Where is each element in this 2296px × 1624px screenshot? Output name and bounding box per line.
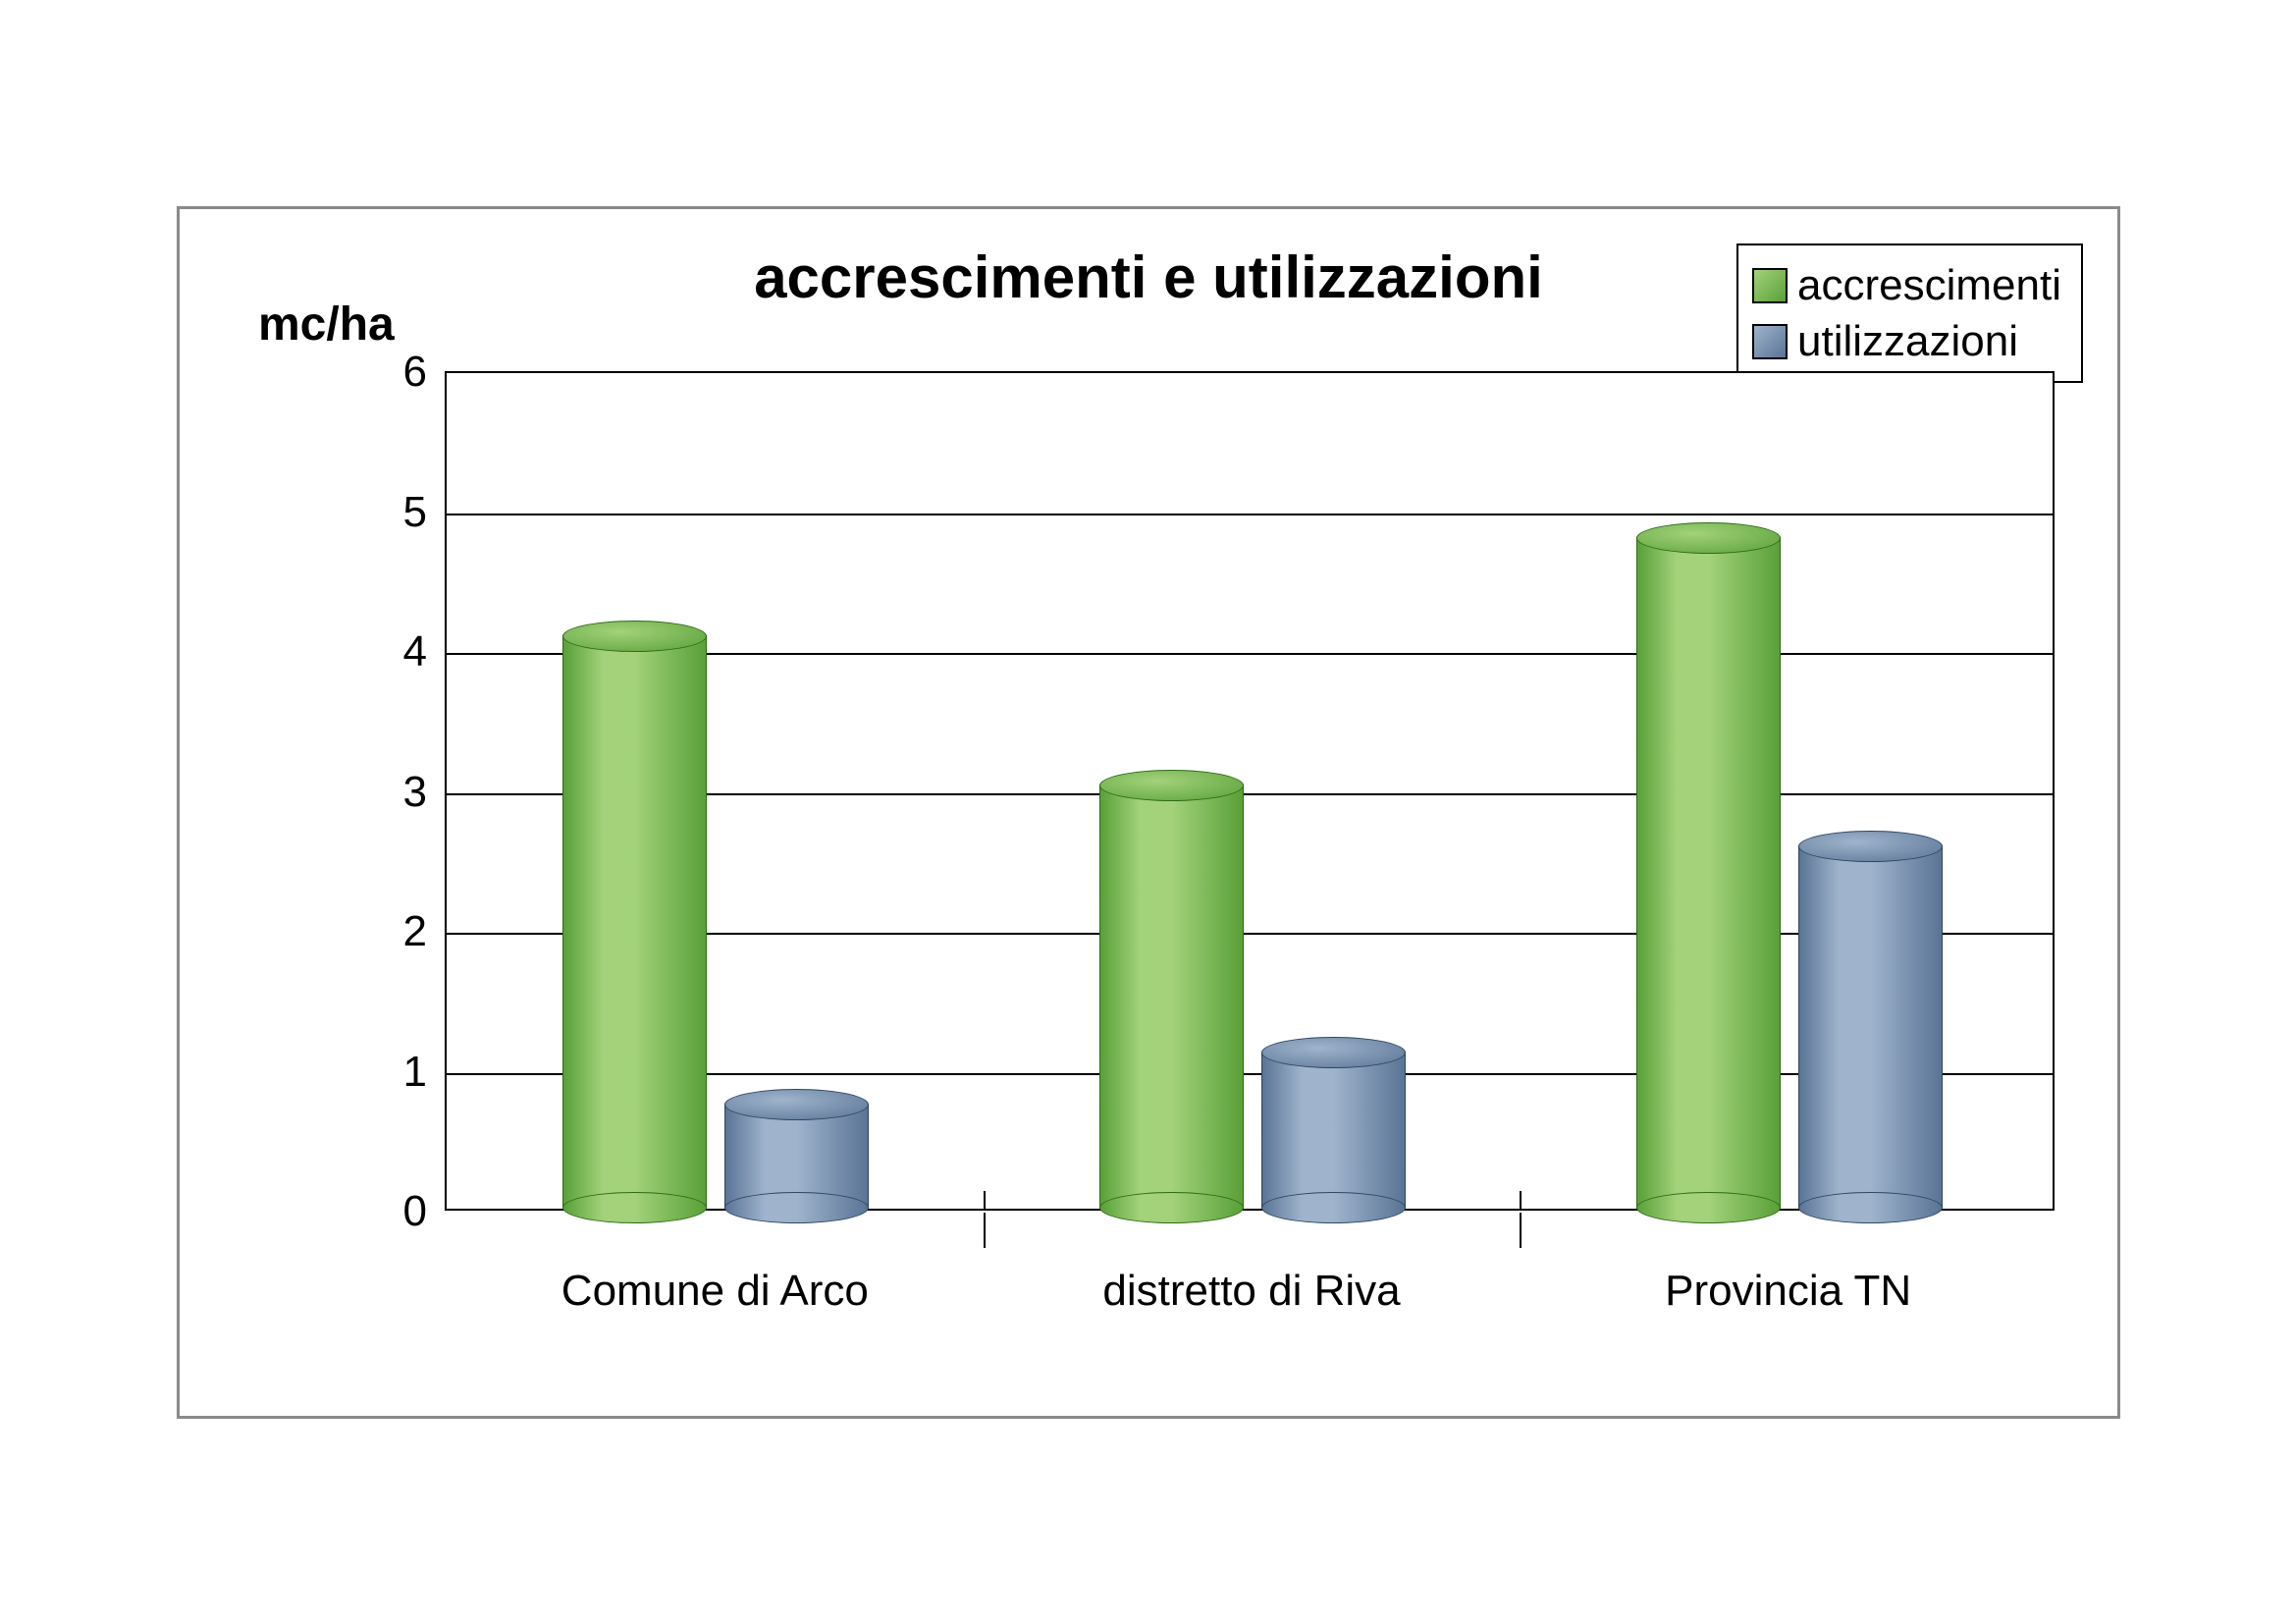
- y-tick-label: 4: [368, 627, 427, 677]
- bar: [1099, 785, 1242, 1209]
- plot-area: 0123456Comune di Arcodistretto di RivaPr…: [445, 371, 2055, 1211]
- chart-frame: accrescimenti e utilizzazioni mc/ha accr…: [177, 206, 2120, 1419]
- y-tick-label: 0: [368, 1187, 427, 1236]
- legend-swatch: [1752, 324, 1788, 359]
- bar: [562, 635, 705, 1209]
- bar: [724, 1104, 867, 1209]
- y-tick-label: 1: [368, 1048, 427, 1097]
- category-tick: [984, 1191, 986, 1209]
- y-tick-label: 3: [368, 768, 427, 817]
- y-tick-label: 5: [368, 488, 427, 537]
- legend-item: accrescimenti: [1752, 257, 2061, 313]
- gridline: [447, 514, 2053, 515]
- y-tick-label: 2: [368, 907, 427, 956]
- legend-label: utilizzazioni: [1797, 313, 2018, 369]
- x-tick-label: Comune di Arco: [459, 1267, 970, 1316]
- legend-label: accrescimenti: [1797, 257, 2061, 313]
- legend-swatch: [1752, 268, 1788, 303]
- x-tick-label: distretto di Riva: [996, 1267, 1507, 1316]
- bar: [1636, 537, 1779, 1209]
- bar: [1798, 845, 1941, 1210]
- category-tick: [1520, 1213, 1522, 1248]
- y-tick-label: 6: [368, 348, 427, 397]
- y-axis-label: mc/ha: [258, 298, 395, 352]
- category-tick: [1520, 1191, 1522, 1209]
- x-tick-label: Provincia TN: [1533, 1267, 2044, 1316]
- category-tick: [984, 1213, 986, 1248]
- bar: [1261, 1052, 1404, 1209]
- legend-item: utilizzazioni: [1752, 313, 2061, 369]
- legend: accrescimentiutilizzazioni: [1736, 244, 2083, 383]
